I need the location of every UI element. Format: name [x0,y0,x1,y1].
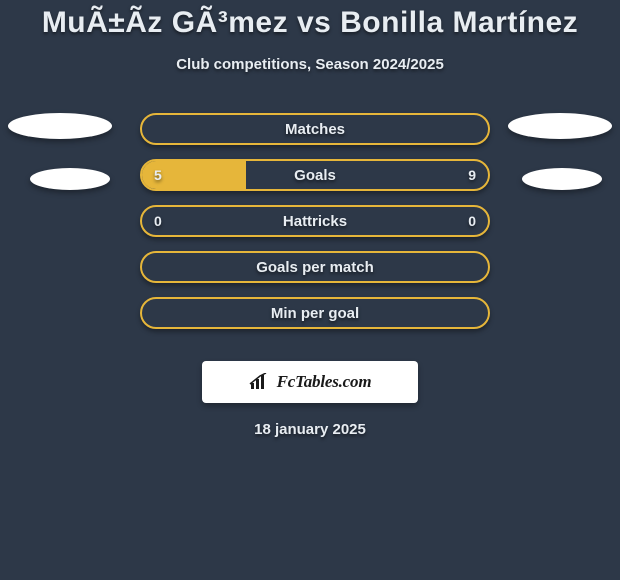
stat-value-left: 0 [154,207,162,235]
stat-label: Goals per match [142,253,488,281]
player-right-oval-2 [522,168,602,190]
stat-label: Min per goal [142,299,488,327]
stat-row: Goals per match [140,251,490,283]
stat-row: 59Goals [140,159,490,191]
brand-text: FcTables.com [277,372,372,392]
player-right-oval-1 [508,113,612,139]
stat-label: Matches [142,115,488,143]
brand-badge: FcTables.com [202,361,418,403]
player-left-oval-1 [8,113,112,139]
stat-row: 0 0Hattricks [140,205,490,237]
stat-value-right: 9 [468,161,476,189]
player-left-oval-2 [30,168,110,190]
footer-date: 18 january 2025 [0,421,620,438]
page-title: MuÃ±Ãz GÃ³mez vs Bonilla Martínez [0,6,620,40]
stat-row: Min per goal [140,297,490,329]
comparison-arena: Matches 59Goals 0 0Hattricks Goals per match… [0,113,620,343]
infographic: MuÃ±Ãz GÃ³mez vs Bonilla Martínez Club c… [0,0,620,580]
page-subtitle: Club competitions, Season 2024/2025 [0,56,620,73]
stat-rows: Matches 59Goals 0 0Hattricks Goals per match… [140,113,490,343]
bar-chart-icon [249,373,271,391]
stat-value-right: 0 [468,207,476,235]
stat-fill-left [142,161,246,189]
stat-label: Hattricks [142,207,488,235]
stat-row: Matches [140,113,490,145]
